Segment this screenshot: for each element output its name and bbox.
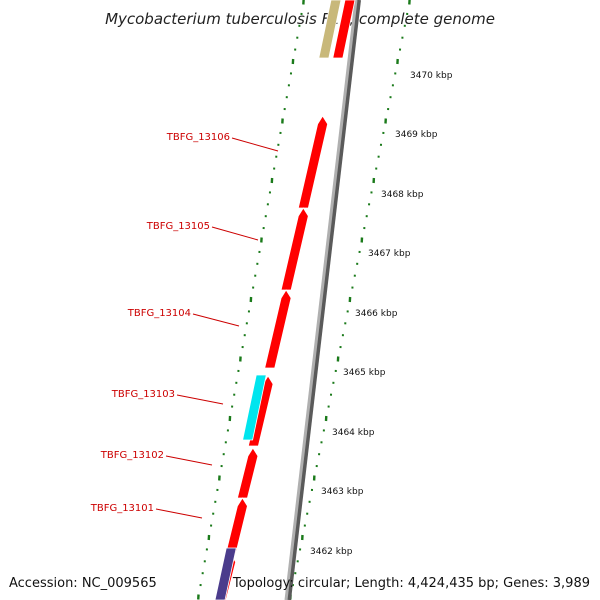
scale-label: 3466 kbp	[355, 309, 398, 319]
gene-label-tbfg-13106[interactable]: TBFG_13106	[166, 132, 230, 143]
label-leader-line	[231, 137, 279, 152]
backbone-line	[284, 0, 358, 600]
gene-feature-cyan[interactable]	[242, 374, 267, 441]
accession-text: Accession: NC_009565	[9, 576, 157, 591]
backbone-shadow	[287, 0, 361, 600]
label-leader-line	[192, 313, 240, 327]
gene-arrow[interactable]	[264, 289, 292, 369]
scale-label: 3464 kbp	[332, 428, 375, 438]
gene-label-tbfg-13104[interactable]: TBFG_13104	[127, 308, 191, 319]
scale-label: 3462 kbp	[310, 547, 353, 557]
gene-arrow[interactable]	[236, 447, 259, 499]
gene-arrow[interactable]	[225, 497, 248, 555]
gene-label-tbfg-13103[interactable]: TBFG_13103	[111, 389, 175, 400]
gene-label-tbfg-13105[interactable]: TBFG_13105	[146, 221, 210, 232]
scale-label: 3465 kbp	[343, 368, 386, 378]
label-leader-line	[211, 226, 259, 241]
gene-label-tbfg-13101[interactable]: TBFG_13101	[90, 503, 154, 514]
gene-labels: TBFG_13106 TBFG_13105 TBFG_13104 TBFG_13…	[90, 132, 230, 514]
gene-arrow[interactable]	[280, 207, 309, 291]
gene-feature-purple[interactable]	[214, 547, 237, 600]
label-leader-line	[176, 394, 224, 405]
gene-features	[214, 0, 356, 600]
scale-label: 3468 kbp	[381, 190, 424, 200]
gene-feature-khaki[interactable]	[318, 0, 342, 59]
gene-arrow[interactable]	[297, 115, 329, 209]
scale-label: 3463 kbp	[321, 487, 364, 497]
genome-title: Mycobacterium tuberculosis F11, complete…	[105, 10, 495, 28]
gene-arrow[interactable]	[332, 0, 356, 59]
scale-label: 3470 kbp	[410, 71, 453, 81]
outer-tick-marks	[197, 0, 305, 600]
label-leader-line	[155, 508, 203, 519]
scale-label: 3467 kbp	[368, 249, 411, 259]
scale-label: 3469 kbp	[395, 130, 438, 140]
topology-text: Topology: circular; Length: 4,424,435 bp…	[232, 576, 590, 591]
label-leader-lines	[155, 137, 279, 519]
gene-label-tbfg-13102[interactable]: TBFG_13102	[100, 450, 164, 461]
scale-labels: 3470 kbp 3469 kbp 3468 kbp 3467 kbp 3466…	[310, 71, 453, 557]
genome-backbone	[284, 0, 361, 600]
label-leader-line	[165, 455, 213, 466]
